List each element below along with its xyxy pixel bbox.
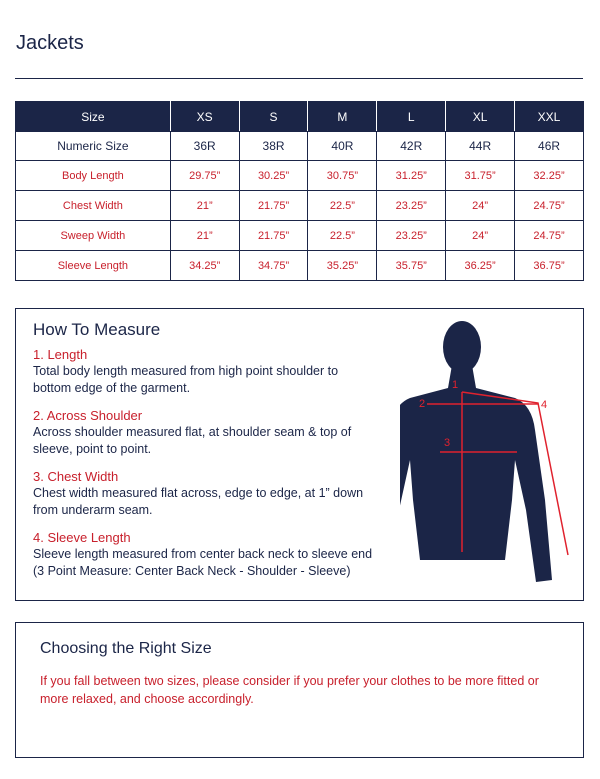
table-cell: 24.75”: [514, 220, 584, 251]
table-cell: 21”: [169, 190, 240, 221]
table-cell: 24.75”: [514, 190, 584, 221]
choosing-box: [15, 622, 584, 758]
measure-box: [15, 308, 584, 601]
header-cell: M: [307, 101, 378, 132]
table-cell: 40R: [307, 131, 378, 161]
table-cell: 38R: [238, 131, 309, 161]
table-cell: 44R: [445, 131, 516, 161]
table-cell: 30.75”: [307, 160, 378, 191]
measure-title: How To Measure: [33, 320, 161, 339]
table-cell: 21.75”: [238, 190, 309, 221]
table-row: Sweep Width 21” 21.75” 22.5” 23.25” 24” 24.75”: [15, 220, 584, 251]
measure-item: 3. Chest Width Chest width measured flat …: [33, 468, 378, 519]
table-cell: 30.25”: [238, 160, 309, 191]
table-cell: 23.25”: [376, 190, 447, 221]
table-cell: Numeric Size: [15, 131, 171, 161]
table-cell: 36R: [169, 131, 240, 161]
divider: [15, 78, 583, 79]
table-row: Chest Width 21” 21.75” 22.5” 23.25” 24” 24.75”: [15, 190, 584, 221]
table-cell: 34.75”: [238, 250, 309, 281]
measure-item: 4. Sleeve Length Sleeve length measured f…: [33, 529, 378, 580]
header-cell: S: [238, 101, 309, 132]
table-cell: 36.75”: [514, 250, 584, 281]
header-row: Size XS S M L XL XXL: [15, 101, 584, 132]
table-cell: 31.75”: [445, 160, 516, 191]
table-cell: 46R: [514, 131, 584, 161]
header-cell: XL: [445, 101, 516, 132]
table-cell: 42R: [376, 131, 447, 161]
measure-items: 1. Length Total body length measured from…: [33, 346, 378, 590]
figure: 1 2 3 4: [400, 321, 569, 582]
table-cell: 23.25”: [376, 220, 447, 251]
table-row: Numeric Size 36R 38R 40R 42R 44R 46R: [15, 131, 584, 161]
table-cell: 34.25”: [169, 250, 240, 281]
table-cell: 35.75”: [376, 250, 447, 281]
header-cell: XS: [169, 101, 240, 132]
measure-item: 2. Across Shoulder Across shoulder measur…: [33, 407, 378, 458]
figure-label: 2: [419, 398, 425, 410]
table-cell: Chest Width: [15, 190, 171, 221]
table-row: Sleeve Length 34.25” 34.75” 35.25” 35.75” 36.…: [15, 250, 584, 281]
table-row: Body Length 29.75” 30.25” 30.75” 31.25” 31.75…: [15, 160, 584, 191]
header-cell: XXL: [514, 101, 584, 132]
table-cell: 21.75”: [238, 220, 309, 251]
measure-heading: 2. Across Shoulder: [33, 408, 143, 423]
table-cell: 36.25”: [445, 250, 516, 281]
table-cell: 32.25”: [514, 160, 584, 191]
measure-text: Chest width measured flat across, edge t…: [33, 486, 364, 517]
table-cell: 22.5”: [307, 220, 378, 251]
figure-label: 4: [541, 399, 547, 411]
table-cell: 24”: [445, 220, 516, 251]
table-cell: 35.25”: [307, 250, 378, 281]
measure-text: Total body length measured from high poi…: [33, 364, 339, 395]
table-cell: Sweep Width: [15, 220, 171, 251]
figure-label: 1: [452, 379, 458, 391]
table-cell: 22.5”: [307, 190, 378, 221]
measure-text: Across shoulder measured flat, at should…: [33, 425, 352, 456]
header-cell: L: [376, 101, 447, 132]
size-table: Size XS S M L XL XXL Numeric Size 36R 38R 40R 42R 44…: [15, 101, 584, 281]
table-cell: 24”: [445, 190, 516, 221]
page-title: Jackets: [16, 32, 84, 54]
measure-heading: 4. Sleeve Length: [33, 530, 131, 545]
table-cell: Sleeve Length: [15, 250, 171, 281]
choosing-text: If you fall between two sizes, please co…: [40, 674, 539, 706]
measure-item: 1. Length Total body length measured from…: [33, 346, 378, 397]
measure-heading: 3. Chest Width: [33, 469, 119, 484]
measure-heading: 1. Length: [33, 347, 88, 362]
choosing-title: Choosing the Right Size: [40, 640, 212, 657]
table-cell: 31.25”: [376, 160, 447, 191]
table-cell: Body Length: [15, 160, 171, 191]
measure-text: Sleeve length measured from center back …: [33, 547, 373, 578]
table-cell: 29.75”: [169, 160, 240, 191]
header-cell: Size: [15, 101, 171, 132]
figure-label: 3: [444, 437, 450, 449]
table-cell: 21”: [169, 220, 240, 251]
